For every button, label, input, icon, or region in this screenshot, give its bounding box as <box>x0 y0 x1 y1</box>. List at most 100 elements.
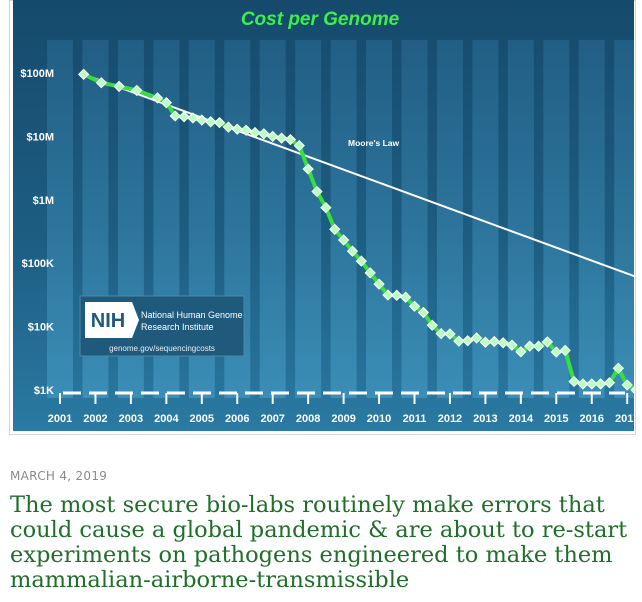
cost-data-point <box>151 92 164 104</box>
moores-law-annotation: Moore's Law <box>348 138 400 148</box>
year-column-2001 <box>47 40 73 398</box>
cost-data-point <box>506 339 518 351</box>
cost-data-point <box>131 84 143 97</box>
y-axis-ticks: $100M $10M $1M $100K $10K $1K <box>20 68 54 397</box>
cost-data-point <box>594 378 607 390</box>
cost-data-point <box>550 346 562 358</box>
post-title-link[interactable]: The most secure bio-labs routinely make … <box>10 492 628 593</box>
cost-data-point <box>329 223 341 235</box>
nih-institute-line1: National Human Genome <box>141 310 243 320</box>
cost-data-point <box>444 328 456 340</box>
cost-data-point <box>532 340 545 352</box>
cost-data-point <box>399 291 412 303</box>
x-axis-ticks: 2001 2002 2003 2004 2005 2006 2007 2008 2009 2010… <box>48 391 634 425</box>
post-date: MARCH 4, 2019 <box>10 469 108 483</box>
cost-data-point <box>568 375 580 388</box>
y-tick-label: $1M <box>33 195 54 207</box>
year-column-2009 <box>330 40 357 398</box>
nih-logo-box: NIH National Human Genome Research Insti… <box>79 295 245 357</box>
moores-law-line <box>83 73 634 278</box>
cost-data-point <box>497 337 509 349</box>
year-column-2010 <box>366 40 393 398</box>
cost-data-point <box>160 97 173 109</box>
cost-data-point <box>284 133 297 146</box>
cost-data-point <box>240 124 252 136</box>
x-tick-label: 2002 <box>83 413 107 425</box>
cost-data-point <box>524 340 536 352</box>
cost-data-point <box>586 378 598 390</box>
chart-title: Cost per Genome <box>241 9 400 30</box>
x-tick-label: 2001 <box>48 413 72 425</box>
cost-data-point <box>603 377 616 389</box>
cost-data-point <box>541 336 554 348</box>
cost-data-point <box>196 114 208 126</box>
cost-data-point <box>222 121 235 133</box>
cost-data-point <box>113 80 125 93</box>
x-tick-label: 2007 <box>260 413 284 425</box>
cost-data-point <box>630 384 634 396</box>
nih-mark-icon <box>85 302 139 338</box>
series-group <box>77 68 634 396</box>
cost-data-point <box>355 255 367 267</box>
x-tick-label: 2015 <box>544 413 568 425</box>
year-column-2008 <box>295 40 322 398</box>
cost-data-point <box>231 123 243 135</box>
x-tick-label: 2008 <box>296 413 320 425</box>
cost-data-point <box>373 278 385 290</box>
x-tick-label: 2010 <box>367 413 391 425</box>
post-title: The most secure bio-labs routinely make … <box>10 493 635 593</box>
cost-data-point <box>488 335 500 348</box>
cost-data-point <box>320 201 332 214</box>
cost-data-point <box>293 139 305 152</box>
cost-data-point <box>275 132 288 144</box>
cost-data-point <box>205 116 217 128</box>
cost-data-point <box>462 335 474 347</box>
y-tick-label: $10K <box>28 322 54 334</box>
y-tick-label: $1K <box>34 385 54 397</box>
cost-data-point <box>213 116 226 129</box>
cost-data-point <box>178 111 190 123</box>
cost-data-point <box>169 110 181 122</box>
cost-data-point <box>337 234 350 246</box>
cost-data-point <box>258 128 270 140</box>
cost-data-point <box>453 335 465 347</box>
cost-data-point <box>95 77 108 89</box>
nih-url-text: genome.gov/sequencingcosts <box>109 344 215 353</box>
cost-data-point <box>364 267 376 279</box>
cost-data-point <box>435 327 447 340</box>
x-tick-label: 2011 <box>403 413 427 425</box>
y-tick-label: $10M <box>26 131 54 143</box>
cost-data-point <box>426 319 438 331</box>
cost-data-point <box>311 185 323 198</box>
cost-data-point <box>249 126 261 139</box>
cost-data-point <box>391 289 403 301</box>
x-tick-label: 2009 <box>331 413 355 425</box>
cost-data-point <box>187 112 199 124</box>
x-tick-label: 2014 <box>509 413 534 425</box>
year-column-2017 <box>614 40 634 398</box>
x-tick-label: 2005 <box>190 413 214 425</box>
cost-data-point <box>612 362 624 374</box>
cost-data-point <box>559 344 571 357</box>
year-column-2014 <box>507 40 534 398</box>
nih-mark-text: NIH <box>91 310 125 332</box>
x-tick-label: 2012 <box>438 413 462 425</box>
cost-data-point <box>470 332 483 344</box>
cost-data-point <box>267 130 279 143</box>
x-tick-label: 2006 <box>225 413 249 425</box>
cost-data-point <box>621 379 633 391</box>
nih-institute-line2: Research Institute <box>141 322 214 332</box>
cost-data-point <box>515 346 527 358</box>
x-tick-label: 2016 <box>580 413 604 425</box>
cost-per-genome-chart: Cost per Genome $100M $10M $1M $100K $10K $1K… <box>13 0 634 431</box>
year-column-2007 <box>259 40 286 398</box>
cost-data-point <box>302 163 314 175</box>
cost-data-point <box>346 245 359 257</box>
cost-data-point <box>77 68 90 80</box>
cost-data-point <box>479 336 492 348</box>
x-tick-label: 2004 <box>154 413 179 425</box>
year-column-2016 <box>578 40 605 398</box>
x-tick-label: 2017 <box>615 413 634 425</box>
y-tick-label: $100K <box>22 258 54 270</box>
cost-data-point <box>417 306 430 319</box>
